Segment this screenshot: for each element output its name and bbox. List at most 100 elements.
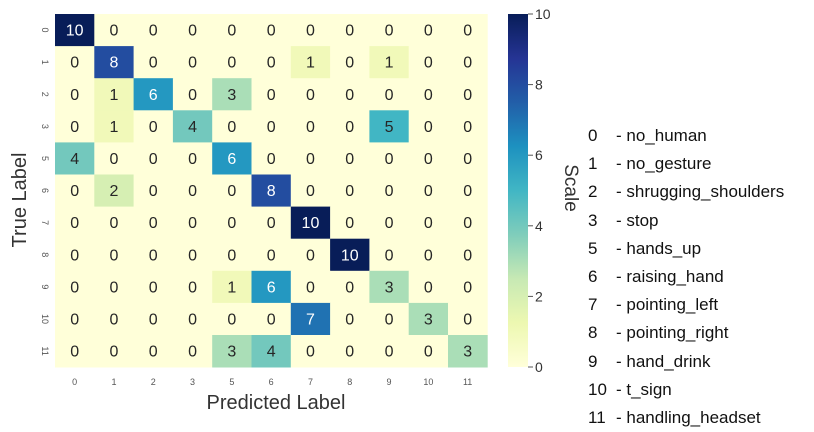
heatmap-cell	[55, 238, 95, 272]
cell-value-label: 0	[345, 311, 354, 328]
cell-value-label: 3	[424, 311, 433, 328]
heatmap-cell	[290, 335, 331, 368]
legend-item-text: - t_sign	[616, 379, 672, 399]
legend-item-code: 1	[588, 154, 598, 174]
heatmap-cell	[369, 46, 410, 79]
heatmap-cell	[290, 302, 331, 336]
heatmap-cell	[290, 174, 331, 207]
cell-value-label: 0	[345, 215, 354, 232]
legend-item-text: - pointing_right	[616, 323, 729, 343]
cell-value-label: 0	[188, 183, 197, 200]
heatmap-cell	[408, 335, 449, 368]
heatmap-cell	[408, 110, 449, 143]
heatmap-cell	[133, 206, 174, 240]
legend-item: 3 - stop	[588, 207, 812, 235]
heatmap-cell	[330, 335, 370, 368]
heatmap-cell	[55, 206, 95, 240]
heatmap-cell	[448, 110, 488, 143]
cell-value-label: 0	[424, 344, 433, 361]
y-tick-label: 10	[40, 314, 50, 324]
heatmap-cell	[133, 302, 174, 336]
heatmap-cell	[330, 14, 370, 47]
heatmap-cell	[448, 46, 488, 79]
heatmap-cell	[408, 46, 449, 79]
legend-item: 7 - pointing_left	[588, 291, 812, 319]
cell-value-label: 0	[424, 215, 433, 232]
cell-value-label: 0	[149, 183, 158, 200]
cell-value-label: 0	[345, 23, 354, 40]
legend-item-text: - raising_hand	[616, 267, 724, 287]
cell-value-label: 0	[463, 183, 472, 200]
y-tick-label: 3	[40, 124, 50, 129]
cell-value-label: 0	[188, 247, 197, 264]
cell-value-label: 0	[306, 151, 315, 168]
heatmap-cell	[408, 78, 449, 111]
heatmap-cell	[369, 270, 410, 304]
heatmap-cell	[369, 238, 410, 272]
cell-value-label: 0	[70, 183, 79, 200]
heatmap-cell	[212, 14, 252, 47]
legend-item-text: - shrugging_shoulders	[616, 182, 785, 202]
heatmap-cell	[290, 238, 331, 272]
heatmap-cell	[55, 110, 95, 143]
legend-item-text: - hands_up	[616, 238, 702, 258]
cell-value-label: 0	[70, 215, 79, 232]
heatmap-cell	[133, 335, 174, 368]
cell-value-label: 0	[70, 119, 79, 136]
heatmap-cell	[172, 78, 213, 111]
heatmap-cell	[94, 270, 134, 304]
heatmap-cell	[212, 206, 252, 240]
cell-value-label: 8	[267, 183, 276, 200]
class-legend: 0 - no_human 1 - no_gesture 2 - shrugging_sho…	[588, 122, 812, 432]
cell-value-label: 3	[227, 87, 236, 104]
legend-item-text: - handling_headset	[616, 407, 761, 427]
heatmap-cell	[290, 14, 331, 47]
cell-value-label: 0	[424, 55, 433, 72]
cell-value-label: 0	[149, 119, 158, 136]
heatmap-cells	[55, 14, 488, 368]
heatmap-cell	[251, 78, 292, 111]
cell-value-label: 0	[463, 215, 472, 232]
cell-value-label: 0	[385, 23, 394, 40]
cell-value-label: 8	[109, 55, 118, 72]
cell-value-label: 1	[109, 119, 118, 136]
heatmap-cell	[172, 174, 213, 207]
legend-item-text: - no_gesture	[616, 154, 712, 174]
cell-value-label: 0	[306, 344, 315, 361]
legend-item: 2 - shrugging_shoulders	[588, 178, 812, 206]
x-axis-label: Predicted Label	[207, 392, 346, 414]
cell-value-label: 0	[70, 55, 79, 72]
cell-value-label: 0	[463, 311, 472, 328]
x-tick-label: 9	[387, 377, 392, 387]
cell-value-label: 0	[463, 23, 472, 40]
heatmap-cell	[448, 302, 488, 336]
y-tick-labels: 0 1 2 3 5 6 7 8 9 10 11	[40, 28, 50, 356]
legend-item-code: 8	[588, 323, 598, 343]
heatmap-cell	[408, 270, 449, 304]
heatmap-cell	[330, 206, 370, 240]
heatmap-cell	[251, 302, 292, 336]
cell-value-label: 4	[188, 119, 197, 136]
colorbar	[508, 14, 528, 367]
cell-value-label: 0	[385, 215, 394, 232]
heatmap-cell	[290, 78, 331, 111]
colorbar-label: Scale	[560, 164, 581, 212]
cell-value-label: 10	[302, 215, 320, 232]
cell-value-label: 0	[345, 279, 354, 296]
cell-value-label: 0	[188, 311, 197, 328]
cell-value-label: 0	[227, 23, 236, 40]
heatmap-cell	[94, 206, 134, 240]
cell-value-label: 0	[424, 23, 433, 40]
heatmap-cell	[172, 14, 213, 47]
cell-value-label: 0	[267, 55, 276, 72]
heatmap-cell	[290, 46, 331, 79]
cell-value-label: 0	[109, 23, 118, 40]
cell-value-label: 6	[227, 151, 236, 168]
heatmap-cell	[55, 335, 95, 368]
cell-value-label: 0	[424, 119, 433, 136]
cell-value-label: 1	[227, 279, 236, 296]
heatmap-cell	[172, 238, 213, 272]
heatmap-cell	[448, 206, 488, 240]
legend-item-code: 2	[588, 182, 598, 202]
heatmap-cell	[251, 110, 292, 143]
